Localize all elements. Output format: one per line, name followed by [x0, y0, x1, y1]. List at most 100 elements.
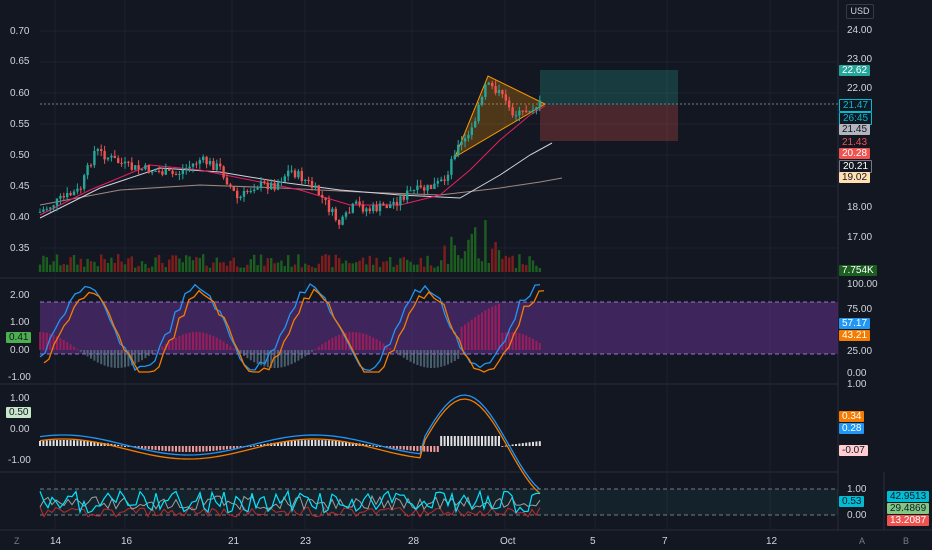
candle-body[interactable] — [229, 184, 232, 187]
candle-body[interactable] — [450, 159, 453, 175]
candle-body[interactable] — [443, 179, 446, 181]
candle-body[interactable] — [178, 173, 181, 175]
candle-body[interactable] — [399, 196, 402, 206]
candle-body[interactable] — [528, 111, 531, 113]
candle-body[interactable] — [389, 204, 392, 209]
candle-body[interactable] — [59, 196, 62, 199]
candle-body[interactable] — [232, 186, 235, 191]
candle-body[interactable] — [521, 110, 524, 112]
candle-body[interactable] — [215, 163, 218, 170]
candle-body[interactable] — [249, 191, 252, 193]
candle-body[interactable] — [467, 135, 470, 139]
candle-body[interactable] — [375, 205, 378, 212]
candle-body[interactable] — [161, 171, 164, 175]
candle-body[interactable] — [307, 179, 310, 182]
candle-body[interactable] — [321, 194, 324, 198]
candle-body[interactable] — [514, 115, 518, 117]
candle-body[interactable] — [72, 191, 76, 196]
candle-body[interactable] — [494, 86, 497, 93]
candle-body[interactable] — [331, 208, 334, 212]
candle-body[interactable] — [497, 90, 501, 93]
candle-body[interactable] — [76, 188, 79, 192]
candle-body[interactable] — [304, 179, 307, 182]
candle-body[interactable] — [106, 157, 110, 160]
candle-body[interactable] — [358, 201, 361, 205]
candle-body[interactable] — [463, 138, 467, 142]
candle-body[interactable] — [317, 185, 320, 195]
candle-body[interactable] — [219, 163, 222, 167]
candle-body[interactable] — [93, 150, 96, 166]
candle-body[interactable] — [429, 184, 433, 190]
candle-body[interactable] — [409, 190, 412, 192]
zoom-button[interactable]: Z — [14, 536, 20, 546]
candle-body[interactable] — [157, 170, 161, 172]
candle-body[interactable] — [239, 196, 242, 199]
candle-body[interactable] — [518, 110, 521, 116]
candle-body[interactable] — [433, 183, 436, 190]
candle-body[interactable] — [525, 110, 528, 113]
candle-body[interactable] — [412, 190, 416, 192]
candle-body[interactable] — [446, 174, 450, 181]
candle-body[interactable] — [256, 188, 259, 190]
currency-button[interactable]: USD — [846, 4, 874, 19]
candle-body[interactable] — [300, 171, 303, 182]
candle-body[interactable] — [205, 156, 208, 165]
candle-body[interactable] — [79, 188, 82, 190]
candle-body[interactable] — [113, 155, 116, 159]
candle-body[interactable] — [368, 208, 371, 212]
candle-body[interactable] — [535, 107, 538, 110]
auto-scale-button[interactable]: A — [859, 536, 866, 546]
candle-body[interactable] — [385, 205, 388, 209]
candle-body[interactable] — [110, 155, 113, 158]
candle-body[interactable] — [52, 205, 55, 208]
candle-body[interactable] — [100, 149, 103, 152]
candle-body[interactable] — [188, 166, 191, 169]
candle-body[interactable] — [147, 165, 150, 173]
candle-body[interactable] — [181, 169, 184, 174]
candle-body[interactable] — [453, 155, 456, 160]
candle-body[interactable] — [351, 203, 354, 213]
candle-body[interactable] — [273, 182, 276, 190]
candle-body[interactable] — [504, 94, 507, 101]
candle-body[interactable] — [314, 185, 317, 188]
candle-body[interactable] — [392, 201, 395, 205]
candle-body[interactable] — [287, 170, 290, 177]
candle-body[interactable] — [474, 120, 477, 128]
candle-body[interactable] — [361, 204, 365, 212]
candle-body[interactable] — [123, 161, 127, 164]
candle-body[interactable] — [348, 212, 351, 214]
candle-body[interactable] — [253, 189, 256, 192]
candle-body[interactable] — [480, 96, 484, 105]
candle-body[interactable] — [355, 201, 358, 204]
candle-body[interactable] — [436, 181, 439, 184]
candle-body[interactable] — [49, 207, 52, 209]
candle-body[interactable] — [42, 209, 45, 212]
candle-body[interactable] — [222, 166, 225, 178]
candle-body[interactable] — [372, 205, 375, 212]
candle-body[interactable] — [191, 163, 195, 167]
candle-body[interactable] — [130, 162, 133, 170]
candle-body[interactable] — [174, 173, 178, 175]
candle-body[interactable] — [134, 165, 137, 170]
candle-body[interactable] — [511, 107, 514, 116]
stop-zone[interactable] — [540, 105, 678, 141]
candle-body[interactable] — [426, 184, 429, 191]
candle-body[interactable] — [198, 160, 201, 164]
candle-body[interactable] — [140, 169, 144, 171]
candle-body[interactable] — [419, 185, 422, 188]
candle-body[interactable] — [45, 208, 48, 210]
candle-body[interactable] — [470, 127, 473, 136]
candle-body[interactable] — [120, 162, 123, 164]
candle-body[interactable] — [55, 198, 59, 206]
candle-body[interactable] — [297, 171, 300, 178]
candle-body[interactable] — [103, 151, 106, 160]
candlesticks[interactable] — [38, 80, 541, 229]
candle-body[interactable] — [263, 181, 266, 183]
candle-body[interactable] — [171, 170, 174, 174]
candle-body[interactable] — [280, 181, 283, 183]
candle-body[interactable] — [310, 181, 314, 188]
candle-body[interactable] — [137, 165, 140, 170]
pennant-pattern[interactable] — [453, 75, 547, 159]
candle-body[interactable] — [89, 165, 93, 167]
